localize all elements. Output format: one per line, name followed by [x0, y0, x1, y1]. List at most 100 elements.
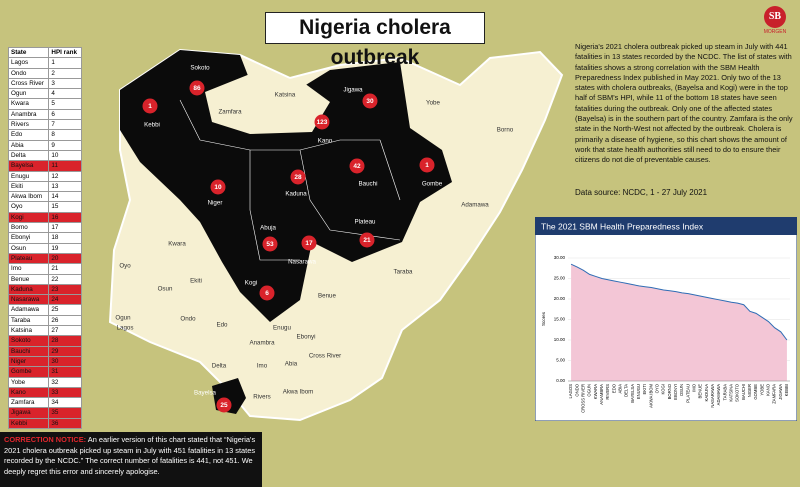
table-cell: 8	[48, 129, 82, 141]
table-cell: Bayelsa	[7, 160, 50, 172]
state-label: Abia	[285, 361, 298, 368]
state-label: Kebbi	[144, 122, 160, 129]
fatality-marker	[349, 158, 365, 174]
table-cell: Gombe	[7, 366, 50, 378]
fatality-label: 53	[266, 241, 274, 248]
state-label: Kaduna	[285, 191, 307, 198]
fatality-marker	[359, 232, 375, 248]
table-cell: Benue	[7, 273, 50, 285]
state-label: Benue	[318, 293, 336, 300]
y-tick-label: 20.00	[554, 296, 566, 301]
state-label: Kano	[318, 138, 333, 145]
table-cell: Imo	[7, 263, 50, 275]
x-tick-label: KEBBI	[784, 384, 789, 396]
y-tick-label: 15.00	[554, 317, 566, 322]
table-cell: Bauchi	[7, 345, 50, 357]
table-cell: 29	[48, 345, 82, 357]
table-cell: 2	[48, 67, 82, 79]
table-row: Taraba 26	[7, 314, 82, 327]
table-row: Kebbi 36	[7, 417, 82, 429]
x-tick-label: KWARA	[593, 384, 598, 399]
table-cell: Delta	[7, 149, 50, 162]
correction-notice: CORRECTION NOTICE: An earlier version of…	[0, 432, 262, 487]
x-tick-label: ABIA	[618, 384, 623, 394]
fatality-marker	[290, 169, 306, 185]
table-cell: Adamawa	[7, 304, 50, 316]
table-row: Benue 22	[7, 273, 82, 285]
state-label: Borno	[497, 127, 514, 134]
table-cell: 28	[48, 335, 82, 347]
table-row: Plateau 20	[7, 252, 82, 265]
hpi-table: State HPI rank Lagos 1 Ondo 2 Cross River 3 Og…	[7, 46, 82, 429]
x-tick-label: OYO	[655, 383, 660, 393]
table-row: Cross River 3	[7, 77, 82, 90]
fatality-label: 10	[214, 184, 222, 191]
fatality-label: 6	[265, 290, 269, 297]
fatality-label: 17	[305, 240, 313, 247]
table-cell: Kogi	[7, 211, 50, 224]
y-tick-label: 5.00	[556, 358, 565, 363]
x-tick-label: EKITI	[642, 384, 647, 394]
x-tick-label: ENUGU	[636, 384, 641, 399]
table-cell: 21	[48, 263, 82, 275]
table-cell: Borno	[7, 222, 50, 234]
table-cell: Plateau	[7, 252, 50, 265]
table-row: Edo 8	[7, 129, 82, 141]
state-label: Ogun	[115, 315, 131, 322]
table-cell: Akwa Ibom	[7, 191, 50, 203]
table-cell: Kaduna	[7, 283, 50, 296]
notice-text: An earlier version of this chart stated …	[4, 435, 256, 476]
state-label: Imo	[257, 363, 268, 370]
table-cell: Abia	[7, 139, 50, 151]
logo-word: MORGEN	[763, 29, 787, 35]
y-tick-label: 30.00	[554, 255, 566, 260]
x-tick-label: IMO	[692, 383, 697, 392]
state-label: Osun	[158, 286, 173, 293]
table-row: Gombe 31	[7, 366, 82, 378]
table-cell: 34	[48, 397, 82, 409]
y-tick-label: 0.00	[556, 378, 565, 383]
table-cell: 12	[48, 170, 82, 182]
fatality-marker	[301, 235, 317, 251]
x-tick-label: ZAMFARA	[772, 384, 777, 404]
table-cell: Ebonyi	[7, 232, 50, 244]
table-row: Bayelsa 11	[7, 160, 82, 172]
table-row: Enugu 12	[7, 170, 82, 182]
table-row: Niger 30	[7, 355, 82, 368]
state-label: Zamfara	[218, 109, 242, 116]
inset-title-bar	[535, 217, 797, 235]
state-label: Edo	[216, 322, 228, 329]
table-cell: 23	[48, 283, 82, 296]
table-cell: 3	[48, 77, 82, 90]
inset-title: The 2021 SBM Health Preparedness Index	[541, 221, 704, 231]
table-row: Kano 33	[7, 386, 82, 399]
table-cell: 4	[48, 88, 82, 100]
table-row: Osun 19	[7, 242, 82, 254]
table-cell: 27	[48, 325, 82, 337]
table-cell: 25	[48, 304, 82, 316]
table-row: Anambra 6	[7, 108, 82, 121]
table-cell: Nasarawa	[7, 294, 50, 306]
fatality-label: 21	[363, 237, 371, 244]
x-tick-label: SOKOTO	[735, 383, 740, 402]
table-cell: Edo	[7, 129, 50, 141]
fatality-marker	[262, 236, 278, 252]
x-tick-label: BORNO	[667, 383, 672, 399]
state-label: Plateau	[355, 219, 377, 226]
state-label: Yobe	[426, 100, 440, 107]
x-tick-label: OGUN	[587, 384, 592, 397]
x-tick-label: EBONYI	[673, 384, 678, 400]
table-cell: 18	[48, 232, 82, 244]
x-tick-label: KOGI	[661, 384, 666, 394]
notice-label: CORRECTION NOTICE:	[4, 435, 87, 444]
title: Nigeria cholera outbreak	[265, 12, 485, 69]
state-label: Ekiti	[190, 278, 202, 285]
x-tick-label: BAUCHI	[741, 384, 746, 400]
header: State	[7, 46, 50, 59]
table-cell: Lagos	[7, 57, 50, 69]
table-row: Bauchi 29	[7, 345, 82, 357]
table-cell: 10	[48, 149, 82, 162]
state-label: Ondo	[180, 316, 196, 323]
logo: SB MORGEN	[760, 6, 790, 40]
fatality-label: 42	[353, 163, 361, 170]
